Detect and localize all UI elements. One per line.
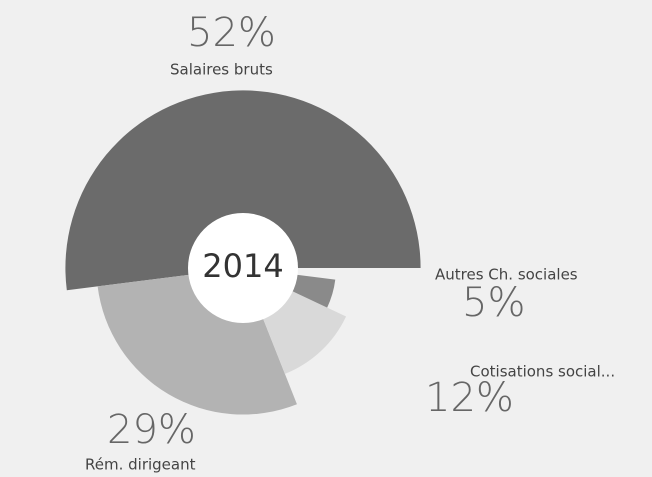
chart-title: 2014: [202, 247, 283, 285]
value-label: 52%: [187, 10, 276, 56]
category-label: Salaires bruts: [170, 61, 273, 79]
pie-slice: [65, 90, 421, 291]
category-label: Cotisations social...: [470, 363, 615, 381]
category-label: Rém. dirigeant: [85, 456, 196, 474]
value-label: 5%: [462, 280, 525, 326]
value-label: 29%: [107, 407, 196, 453]
value-label: 12%: [425, 375, 514, 421]
category-label: Autres Ch. sociales: [435, 266, 578, 284]
center-hole: [188, 213, 298, 323]
